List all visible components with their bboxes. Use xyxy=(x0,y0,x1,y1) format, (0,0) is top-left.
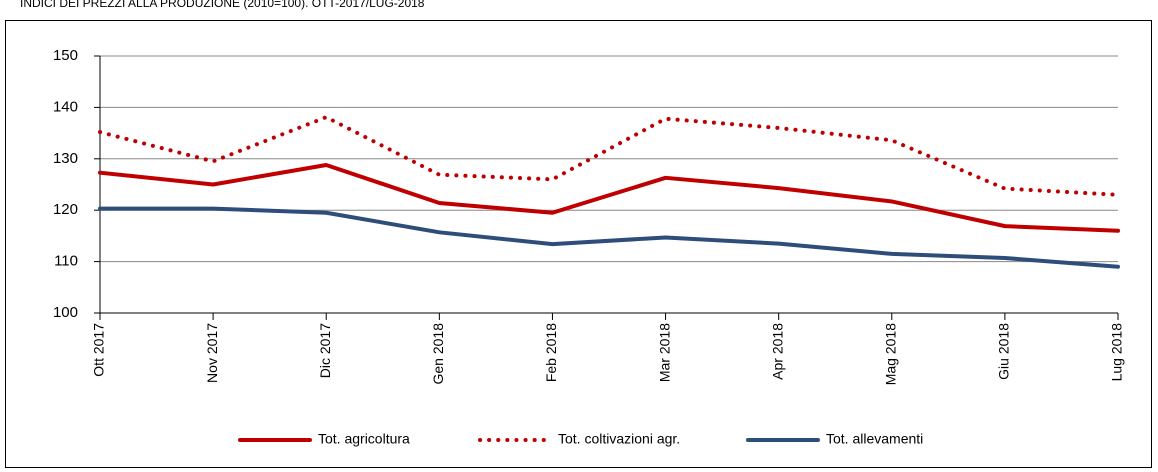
y-tick-label: 120 xyxy=(53,201,78,218)
x-tick-label: Feb 2018 xyxy=(543,323,559,382)
y-tick-label: 140 xyxy=(53,98,78,115)
legend-label: Tot. agricoltura xyxy=(318,431,410,447)
x-tick-label: Apr 2018 xyxy=(769,323,785,380)
x-tick-label: Mag 2018 xyxy=(882,323,898,385)
x-tick-label: Dic 2017 xyxy=(317,323,333,378)
x-tick-label: Gen 2018 xyxy=(430,323,446,385)
series-line xyxy=(98,115,1120,197)
x-tick-label: Nov 2017 xyxy=(204,323,220,383)
x-tick-label: Giu 2018 xyxy=(996,323,1012,380)
x-tick-label: Mar 2018 xyxy=(656,323,672,382)
legend-label: Tot. coltivazioni agr. xyxy=(558,431,680,447)
x-tick-label: Lug 2018 xyxy=(1109,323,1125,382)
series-line xyxy=(98,206,1120,269)
legend-label: Tot. allevamenti xyxy=(826,431,923,447)
frame xyxy=(5,20,1152,468)
chart-title: INDICI DEI PREZZI ALLA PRODUZIONE (2010=… xyxy=(20,0,425,10)
x-tick-label: Ott 2017 xyxy=(91,323,107,377)
y-tick-label: 110 xyxy=(54,253,78,270)
y-tick-label: 100 xyxy=(53,304,78,321)
y-tick-label: 150 xyxy=(53,47,78,64)
series-line xyxy=(98,162,1120,233)
y-tick-label: 130 xyxy=(53,150,78,167)
